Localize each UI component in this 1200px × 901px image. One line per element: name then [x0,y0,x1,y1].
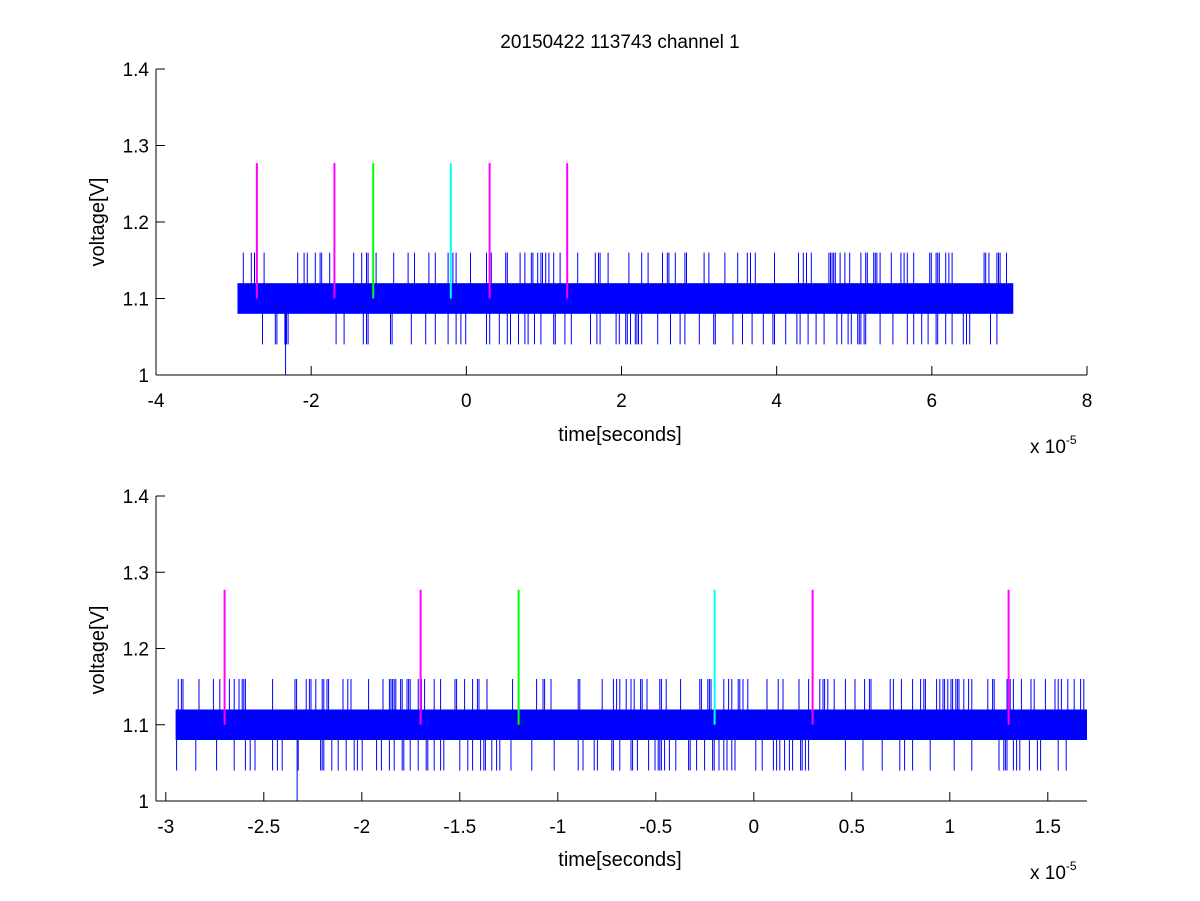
plot-top-ylabel: voltage[V] [87,178,109,267]
plot-bottom-ytick-label-2: 1.2 [123,640,149,661]
plot-bottom-xtick-label-2: -2 [353,817,370,838]
plot-top-xtick-label-2: 0 [461,391,472,412]
plot-top-xscale-exponent: -5 [1066,433,1077,447]
plot-bottom-xtick-label-7: 0.5 [839,817,865,838]
plot-top-ytick-label-1: 1.1 [123,290,149,311]
plot-bottom-xtick-label-9: 1.5 [1035,817,1061,838]
plot-bottom-xtick-label-8: 1 [945,817,956,838]
plot-top-xscale: x 10-5 [1030,433,1077,458]
plot-top-xlabel: time[seconds] [558,424,681,446]
plot-bottom-ticks: -3 -2.5 -2 -1.5 -1 -0.5 0 0.5 1 1.5 1 1.1 1.2 1.3 1.4 [123,487,1061,838]
plot-bottom-series-0-spikes-high [177,679,1085,725]
plot-top-markers [255,163,569,299]
plot-top-xtick-label-1: -2 [303,391,320,412]
plot-top-ytick-label-2: 1.2 [123,213,149,234]
plot-bottom-ytick-label-0: 1 [138,792,149,813]
plot-bottom-xlabel: time[seconds] [558,849,681,871]
plot-bottom-ytick-label-4: 1.4 [123,487,150,508]
plot-top-xtick-label-0: -4 [148,391,165,412]
chart-title: 20150422 113743 channel 1 [500,32,740,53]
plot-top-ytick-label-3: 1.3 [123,137,149,158]
plot-top-ytick-label-4: 1.4 [123,60,150,81]
plot-top-xtick-label-5: 6 [927,391,938,412]
plot-top-xtick-label-3: 2 [616,391,627,412]
plot-bottom-xscale-base: x 10 [1030,863,1066,884]
plot-bottom-xtick-label-4: -1 [549,817,566,838]
plot-top-xtick-label-6: 8 [1082,391,1093,412]
plot-bottom-ytick-label-3: 1.3 [123,563,149,584]
plot-bottom-ylabel: voltage[V] [87,606,109,695]
plot-top-signal [237,252,1014,375]
plot-bottom: -3 -2.5 -2 -1.5 -1 -0.5 0 0.5 1 1.511.11.21.31.4 … [87,487,1088,884]
plot-bottom-xtick-label-0: -3 [157,817,174,838]
plot-bottom-xtick-label-6: 0 [749,817,760,838]
plot-top-series-0-spikes-low [262,298,998,345]
plot-bottom-xtick-label-5: -0.5 [639,817,672,838]
plot-bottom-xtick-label-1: -2.5 [247,817,280,838]
plot-bottom-markers [223,589,1010,725]
plot-top-xscale-base: x 10 [1030,437,1066,458]
plot-bottom-xtick-label-3: -1.5 [443,817,476,838]
plot-bottom-xscale-exponent: -5 [1066,859,1077,873]
plot-top-ticks: -4 -2 0 2 4 6 8 1 1.1 1.2 1.3 1.4 [123,60,1093,412]
plot-bottom-series-0-spikes-low [176,724,1067,771]
plot-bottom-signal [175,679,1088,801]
plot-top-series-0-spikes-high [242,252,1007,299]
plot-top-xtick-label-4: 4 [771,391,782,412]
plot-top-ytick-label-0: 1 [138,366,149,387]
plot-top: -4 -2 0 2 4 6 8 1 1.1 1.2 1.3 1.4 time[seconds] vol… [87,60,1092,458]
plot-bottom-xscale: x 10-5 [1030,859,1077,884]
plot-bottom-ytick-label-1: 1.1 [123,716,149,737]
